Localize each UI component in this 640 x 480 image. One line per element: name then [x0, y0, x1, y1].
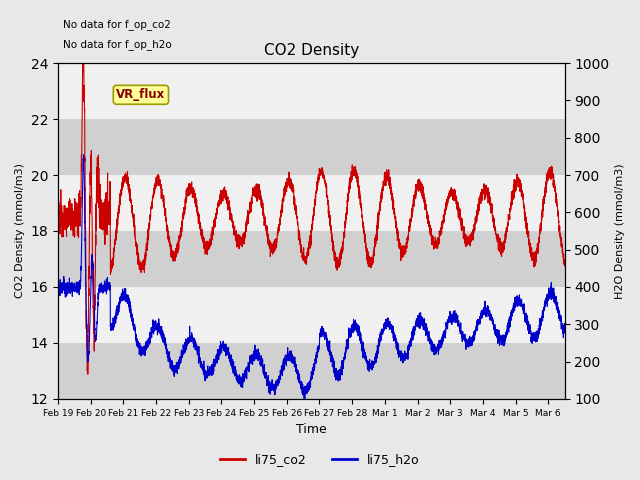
Bar: [58, 119, 564, 175]
Bar: [58, 175, 564, 231]
Legend: li75_co2, li75_h2o: li75_co2, li75_h2o: [215, 448, 425, 471]
Y-axis label: H2O Density (mmol/m3): H2O Density (mmol/m3): [615, 163, 625, 299]
Title: CO2 Density: CO2 Density: [264, 43, 359, 58]
Text: No data for f_op_h2o: No data for f_op_h2o: [63, 39, 172, 50]
Bar: [58, 343, 564, 399]
Y-axis label: CO2 Density (mmol/m3): CO2 Density (mmol/m3): [15, 164, 25, 299]
X-axis label: Time: Time: [296, 423, 326, 436]
Bar: [58, 63, 564, 119]
Text: No data for f_op_co2: No data for f_op_co2: [63, 19, 171, 30]
Bar: [58, 287, 564, 343]
Text: VR_flux: VR_flux: [116, 88, 166, 101]
Bar: [58, 231, 564, 287]
